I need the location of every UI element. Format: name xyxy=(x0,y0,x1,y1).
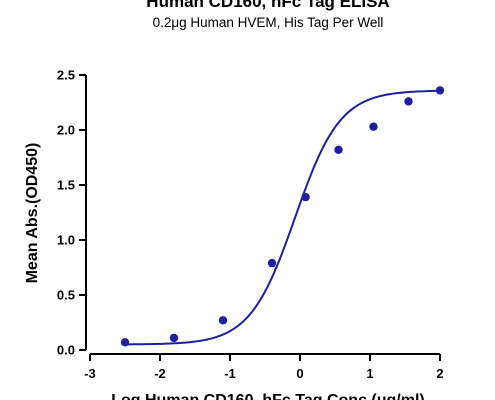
data-point xyxy=(120,338,130,347)
x-tick-label: -3 xyxy=(84,366,96,381)
x-tick-label: -1 xyxy=(224,366,236,381)
y-tick-label: 0.5 xyxy=(57,288,75,303)
data-point xyxy=(218,316,228,325)
data-point xyxy=(435,86,445,95)
y-tick-label: 0.0 xyxy=(57,343,75,358)
x-tick-label: 2 xyxy=(436,366,443,381)
fit-curve xyxy=(124,89,441,346)
chart-subtitle: 0.2μg Human HVEM, His Tag Per Well xyxy=(153,15,384,30)
data-point xyxy=(301,192,310,202)
fit-curve-layer xyxy=(124,89,441,346)
y-tick-label: 1.5 xyxy=(57,178,75,193)
x-tick-label: 1 xyxy=(366,366,373,381)
y-tick-label: 2.0 xyxy=(57,123,75,138)
x-tick-label: -2 xyxy=(154,366,166,381)
y-axis-label: Mean Abs.(OD450) xyxy=(24,143,41,284)
data-points-layer xyxy=(120,86,445,347)
y-tick-label: 1.0 xyxy=(57,233,75,248)
axes: 0.0 0.5 1.0 1.5 2.0 2.5 -3 -2 -1 0 1 2 xyxy=(57,68,444,382)
data-point xyxy=(334,145,343,154)
data-point xyxy=(169,333,179,343)
x-axis-label: Log Human CD160, hFc Tag Conc.(μg/ml) xyxy=(111,392,425,400)
y-tick-label: 2.5 xyxy=(57,68,75,83)
chart-title: Human CD160, hFc Tag ELISA xyxy=(146,0,389,11)
data-point xyxy=(267,258,277,268)
data-point xyxy=(404,97,413,106)
x-tick-label: 0 xyxy=(296,366,303,381)
data-point xyxy=(369,122,378,131)
